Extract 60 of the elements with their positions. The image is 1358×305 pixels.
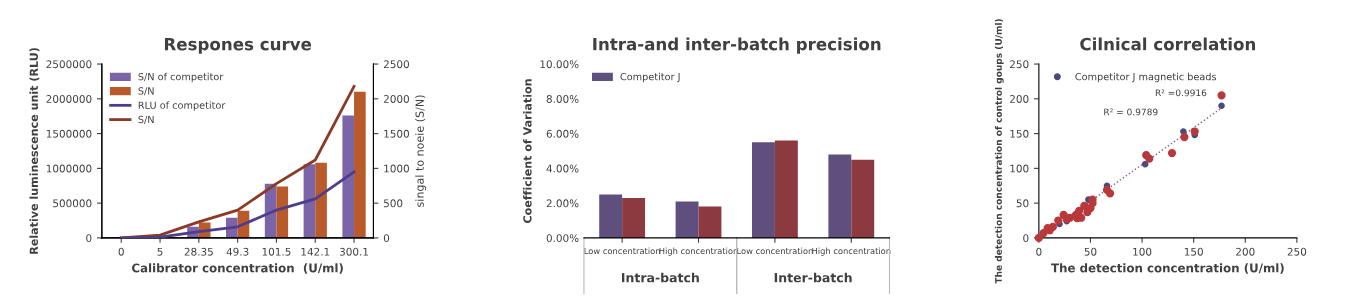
x-axis-title: The detection concentration (U/ml) <box>1051 263 1284 274</box>
x-tick-label: Low concentration <box>584 247 660 255</box>
x-tick-label: 0 <box>118 247 124 256</box>
y-tick-label: 2.00% <box>546 199 579 208</box>
y-tick-label: 1500000 <box>46 129 92 138</box>
text: Inter-batch <box>774 272 852 283</box>
x-tick-label: 100 <box>1133 247 1152 256</box>
y-axis-title: The detection concentration of control goups (U/ml) <box>994 19 1004 284</box>
y-tick-label: 0.00% <box>546 234 579 243</box>
x-tick-label: 150 <box>1184 247 1203 256</box>
y-tick-label: 2000000 <box>46 95 92 103</box>
legend-label: S/N <box>138 115 154 124</box>
y-tick-label: 500000 <box>53 199 92 208</box>
x-axis-title: Calibrator concentration (U/ml) <box>132 263 343 274</box>
chart-title: Cilnical correlation <box>1080 37 1256 51</box>
x-tick-label: 0 <box>1036 247 1042 256</box>
x-tick-label: High concentration <box>812 247 891 256</box>
y-tick-label: 150 <box>1010 129 1029 138</box>
y-tick-label: 200 <box>1010 95 1029 103</box>
y-axis-title: Relative luminescence unit (RLU) <box>29 48 40 254</box>
x-tick-label: 142.1 <box>301 247 330 256</box>
text: Intra-batch <box>621 272 699 283</box>
x-tick-label: 49.3 <box>226 247 249 256</box>
y-tick-label: 0 <box>1023 234 1029 243</box>
y-tick-label: 6.00% <box>546 129 579 138</box>
x-tick-label: High concentration <box>659 247 738 256</box>
y-tick-label: 8.00% <box>546 95 579 103</box>
legend-label: RLU of competitor <box>138 101 226 111</box>
chart-title: Intra-and inter-batch precision <box>593 37 881 54</box>
y-tick-label: 0 <box>86 234 92 243</box>
y2-tick-label: 500 <box>383 199 403 208</box>
x-tick-label: 5 <box>157 247 163 256</box>
y2-tick-label: 2000 <box>383 95 409 103</box>
y-tick-label: 4.00% <box>546 164 579 173</box>
y-tick-label: 1000000 <box>46 164 92 173</box>
x-tick-label: Low concentration <box>737 247 813 255</box>
x-tick-label: 50 <box>1084 247 1097 256</box>
y-tick-label: 10.00% <box>540 60 579 69</box>
y-tick-label: 2500000 <box>46 60 92 69</box>
x-tick-label: 28.35 <box>184 247 213 256</box>
y-axis-title: Coefficient of Variation <box>523 79 532 223</box>
chart-title: Respones curve <box>164 38 312 54</box>
y2-tick-label: 2500 <box>383 60 409 69</box>
legend-label: S/N <box>138 87 154 96</box>
x-tick-label: 101.5 <box>262 247 291 256</box>
annotation: R² =0.9916 <box>1155 89 1207 97</box>
y2-axis-title: singal to noeie (S/N) <box>415 95 426 207</box>
y-tick-label: 100 <box>1010 164 1029 173</box>
y2-tick-label: 1500 <box>384 129 409 138</box>
y-tick-label: 250 <box>1010 60 1029 69</box>
y2-tick-label: 1000 <box>384 164 409 173</box>
x-tick-label: 250 <box>1287 247 1307 256</box>
legend-label: Competitor J <box>620 72 680 83</box>
legend-label: Competitor J magnetic beads <box>1075 72 1217 83</box>
y2-tick-label: 0 <box>383 234 390 243</box>
legend-label: S/N of competitor <box>138 72 224 83</box>
y-tick-label: 50 <box>1016 199 1029 208</box>
x-tick-label: 300.1 <box>339 247 368 256</box>
x-tick-label: 200 <box>1236 247 1255 256</box>
annotation: R² = 0.9789 <box>1104 108 1158 116</box>
